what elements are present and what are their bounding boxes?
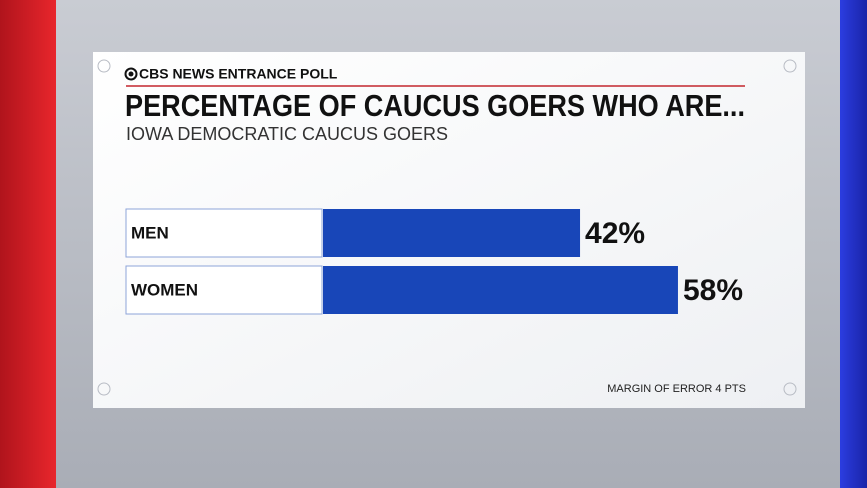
screw bbox=[783, 59, 797, 73]
label-box bbox=[125, 265, 323, 315]
note: MARGIN OF ERROR 4 PTS bbox=[607, 383, 746, 395]
blue-panel bbox=[840, 0, 867, 488]
value-label: 42% bbox=[585, 217, 645, 250]
bar bbox=[323, 266, 678, 314]
cbs-logo bbox=[124, 67, 138, 81]
value-label: 58% bbox=[683, 274, 743, 307]
screw bbox=[97, 59, 111, 73]
chart-title: PERCENTAGE OF CAUCUS GOERS WHO ARE... bbox=[125, 88, 745, 123]
red-panel bbox=[0, 0, 56, 488]
category-label: WOMEN bbox=[131, 280, 198, 299]
cbs-logo-pupil bbox=[128, 71, 134, 77]
category-label: MEN bbox=[131, 223, 169, 242]
chart-subtitle: IOWA DEMOCRATIC CAUCUS GOERS bbox=[126, 124, 448, 144]
screw bbox=[783, 382, 797, 396]
label-box bbox=[125, 208, 323, 258]
screw bbox=[97, 382, 111, 396]
source: CBS NEWS ENTRANCE POLL bbox=[139, 66, 338, 82]
bar bbox=[323, 209, 581, 257]
